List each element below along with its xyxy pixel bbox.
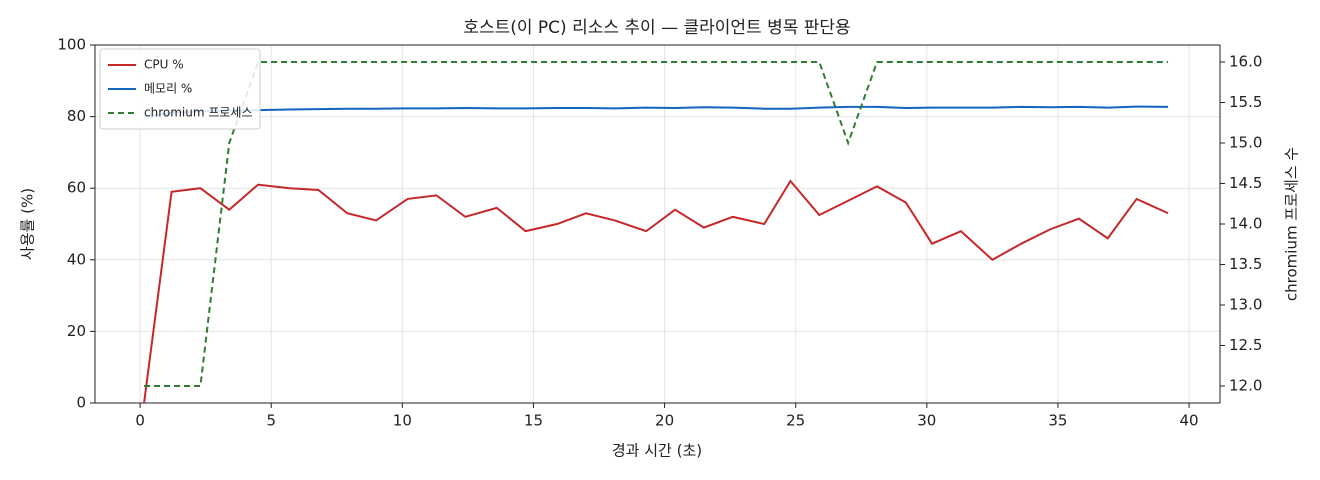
y2-tick-label: 12.5 [1229,336,1262,354]
x-tick-label: 0 [135,412,145,430]
chart-title: 호스트(이 PC) 리소스 추이 — 클라이언트 병목 판단용 [463,18,850,38]
plot-frame [94,44,1221,404]
y2-tick-label: 14.5 [1229,174,1262,192]
x-tick-label: 35 [1048,412,1067,430]
x-tick-label: 30 [917,412,936,430]
series-line [143,179,1169,403]
y-tick-label: 40 [67,250,86,268]
legend-label: 메모리 % [144,82,192,96]
y2-tick-label: 15.5 [1229,93,1262,111]
x-tick-label: 10 [393,412,412,430]
x-axis-label: 경과 시간 (초) [612,442,702,460]
x-tick-label: 25 [786,412,805,430]
legend-label: chromium 프로세스 [144,106,253,120]
y2-tick-label: 13.0 [1229,295,1262,313]
legend-label: CPU % [144,58,184,72]
y-tick-label: 80 [67,107,86,125]
y2-tick-label: 12.0 [1229,376,1262,394]
y-tick-label: 60 [67,179,86,197]
x-tick-label: 5 [266,412,276,430]
x-tick-label: 15 [524,412,543,430]
y-axis-label: 사용률 (%) [19,188,37,260]
y2-tick-label: 16.0 [1229,53,1262,71]
legend-box [99,48,261,130]
series-line [143,105,1169,118]
x-tick-label: 40 [1180,412,1199,430]
y2-tick-label: 15.0 [1229,134,1262,152]
y2-tick-label: 13.5 [1229,255,1262,273]
series-line [144,61,1169,387]
y-tick-label: 20 [67,322,86,340]
y-tick-label: 0 [76,394,86,412]
y2-tick-label: 14.0 [1229,215,1262,233]
y-tick-label: 100 [57,36,86,54]
x-tick-label: 20 [655,412,674,430]
y2-axis-label: chromium 프로세스 수 [1283,147,1301,301]
